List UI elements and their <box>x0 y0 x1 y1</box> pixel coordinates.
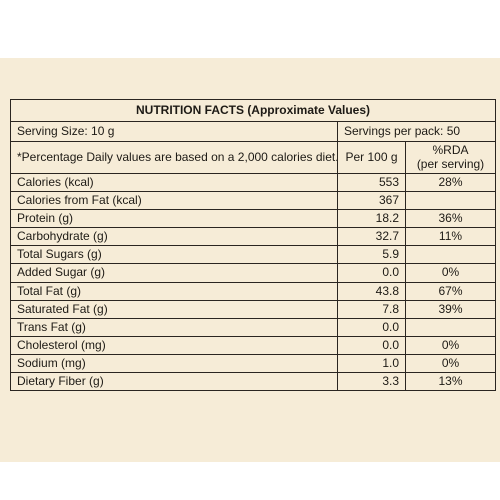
nutrient-value-per-100g: 3.3 <box>337 372 406 392</box>
nutrient-label: Sodium (mg) <box>10 353 338 374</box>
table-row: Total Sugars (g) 5.9 <box>10 245 496 265</box>
nutrient-rda: 13% <box>405 372 496 392</box>
nutrient-rda <box>405 317 496 337</box>
nutrient-value-per-100g: 7.8 <box>337 299 406 319</box>
nutrient-rda: 0% <box>405 335 496 355</box>
table-row: Dietary Fiber (g) 3.3 13% <box>10 372 496 392</box>
nutrient-rda: 67% <box>405 281 496 301</box>
table-title: NUTRITION FACTS (Approximate Values) <box>10 99 496 122</box>
nutrition-facts-table: NUTRITION FACTS (Approximate Values) Ser… <box>10 99 496 392</box>
nutrient-label: Total Sugars (g) <box>10 245 338 265</box>
nutrient-rda: 11% <box>405 227 496 247</box>
nutrient-label: Total Fat (g) <box>10 281 338 301</box>
nutrient-rda: 36% <box>405 209 496 229</box>
daily-value-note: *Percentage Daily values are based on a … <box>10 141 338 174</box>
col-header-rda-line1: %RDA <box>432 143 469 158</box>
nutrient-rda: 28% <box>405 172 496 193</box>
table-row: Calories from Fat (kcal) 367 <box>10 191 496 211</box>
serving-size: Serving Size: 10 g <box>10 121 338 142</box>
col-header-rda: %RDA (per serving) <box>405 141 496 174</box>
nutrient-value-per-100g: 1.0 <box>337 353 406 374</box>
nutrient-value-per-100g: 553 <box>337 172 406 193</box>
nutrient-value-per-100g: 32.7 <box>337 227 406 247</box>
nutrient-label: Added Sugar (g) <box>10 263 338 283</box>
nutrient-label: Carbohydrate (g) <box>10 227 338 247</box>
nutrient-rda: 0% <box>405 263 496 283</box>
table-row: Carbohydrate (g) 32.7 11% <box>10 227 496 247</box>
nutrient-label: Saturated Fat (g) <box>10 299 338 319</box>
table-row: Calories (kcal) 553 28% <box>10 172 496 193</box>
table-row: Protein (g) 18.2 36% <box>10 209 496 229</box>
nutrient-label: Calories from Fat (kcal) <box>10 191 338 211</box>
nutrient-value-per-100g: 0.0 <box>337 317 406 337</box>
servings-per-pack: Servings per pack: 50 <box>337 121 496 142</box>
nutrient-value-per-100g: 43.8 <box>337 281 406 301</box>
nutrient-label: Cholesterol (mg) <box>10 335 338 355</box>
nutrient-value-per-100g: 5.9 <box>337 245 406 265</box>
table-row: Saturated Fat (g) 7.8 39% <box>10 299 496 319</box>
table-row: Added Sugar (g) 0.0 0% <box>10 263 496 283</box>
nutrient-label: Trans Fat (g) <box>10 317 338 337</box>
nutrient-label: Dietary Fiber (g) <box>10 372 338 392</box>
nutrient-value-per-100g: 18.2 <box>337 209 406 229</box>
nutrient-value-per-100g: 367 <box>337 191 406 211</box>
table-row: Trans Fat (g) 0.0 <box>10 317 496 337</box>
col-header-per-100g: Per 100 g <box>337 141 406 174</box>
nutrient-value-per-100g: 0.0 <box>337 263 406 283</box>
col-header-rda-line2: (per serving) <box>416 156 485 171</box>
table-row: Sodium (mg) 1.0 0% <box>10 353 496 374</box>
nutrient-value-per-100g: 0.0 <box>337 335 406 355</box>
nutrient-rda <box>405 245 496 265</box>
nutrient-label: Protein (g) <box>10 209 338 229</box>
nutrient-rda: 0% <box>405 353 496 374</box>
nutrient-label: Calories (kcal) <box>10 172 338 193</box>
table-row: Cholesterol (mg) 0.0 0% <box>10 335 496 355</box>
nutrient-rda: 39% <box>405 299 496 319</box>
nutrient-rda <box>405 191 496 211</box>
table-row: Total Fat (g) 43.8 67% <box>10 281 496 301</box>
